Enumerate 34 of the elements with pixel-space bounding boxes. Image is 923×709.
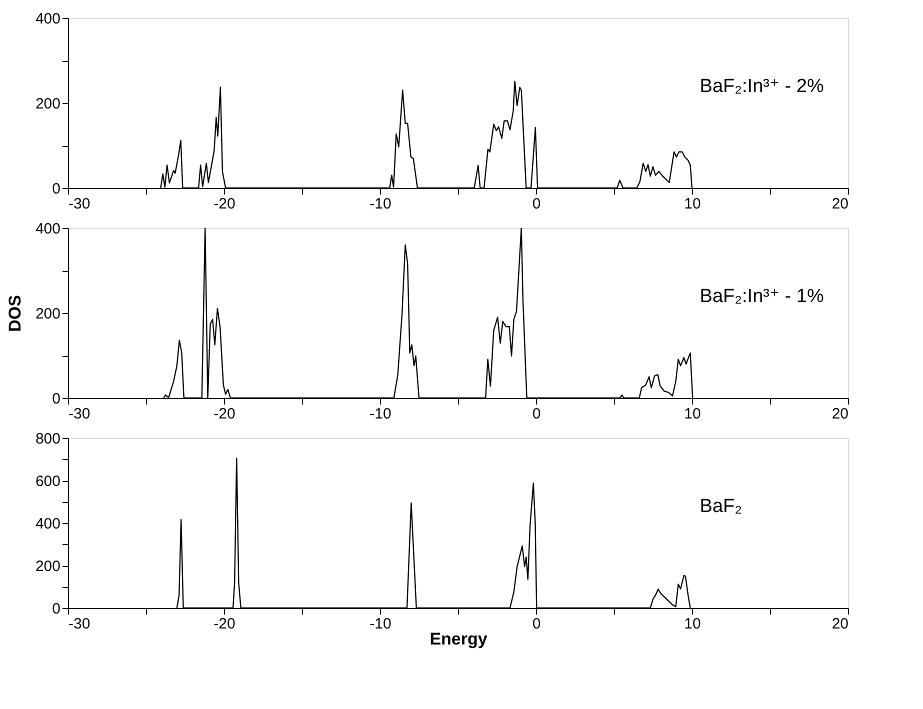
y-tick-label: 0 (52, 390, 60, 408)
x-tick-label: 0 (532, 616, 541, 632)
x-tick-label: 20 (832, 616, 848, 632)
x-tick-label: -10 (370, 406, 392, 422)
x-tick-label: -30 (68, 406, 90, 422)
y-tick-label: 400 (35, 10, 60, 28)
x-tick-label: 0 (532, 406, 541, 422)
x-tick-label: -20 (214, 406, 236, 422)
x-tick-label: -10 (370, 616, 392, 632)
x-tick-label: -20 (214, 616, 236, 632)
y-tick-label: 0 (52, 600, 60, 618)
x-tick-label: 10 (684, 406, 701, 422)
x-tick-label: 10 (684, 196, 701, 212)
x-tick-label: 0 (532, 196, 541, 212)
text: BaF₂ (700, 496, 742, 517)
x-tick-label: -10 (370, 196, 392, 212)
x-tick-label: -30 (68, 196, 90, 212)
text: BaF₂:In³⁺ - 2% (700, 76, 824, 97)
y-tick-label: 200 (35, 558, 60, 575)
x-axis-title: Energy (430, 630, 488, 648)
y-tick-label: 800 (35, 430, 60, 448)
y-axis-title: DOS (6, 295, 24, 332)
x-tick-label: -30 (68, 616, 90, 632)
x-tick-label: -20 (214, 196, 236, 212)
y-tick-label: 0 (52, 180, 60, 198)
x-tick-label: 20 (832, 406, 848, 422)
y-tick-label: 400 (35, 516, 60, 532)
x-tick-label: 20 (832, 196, 848, 212)
y-tick-label: 200 (35, 96, 60, 112)
y-tick-label: 400 (35, 220, 60, 238)
y-tick-label: 600 (35, 473, 60, 490)
x-tick-label: 10 (684, 616, 701, 632)
text: BaF₂:In³⁺ - 1% (700, 286, 824, 307)
y-tick-label: 200 (35, 306, 60, 322)
